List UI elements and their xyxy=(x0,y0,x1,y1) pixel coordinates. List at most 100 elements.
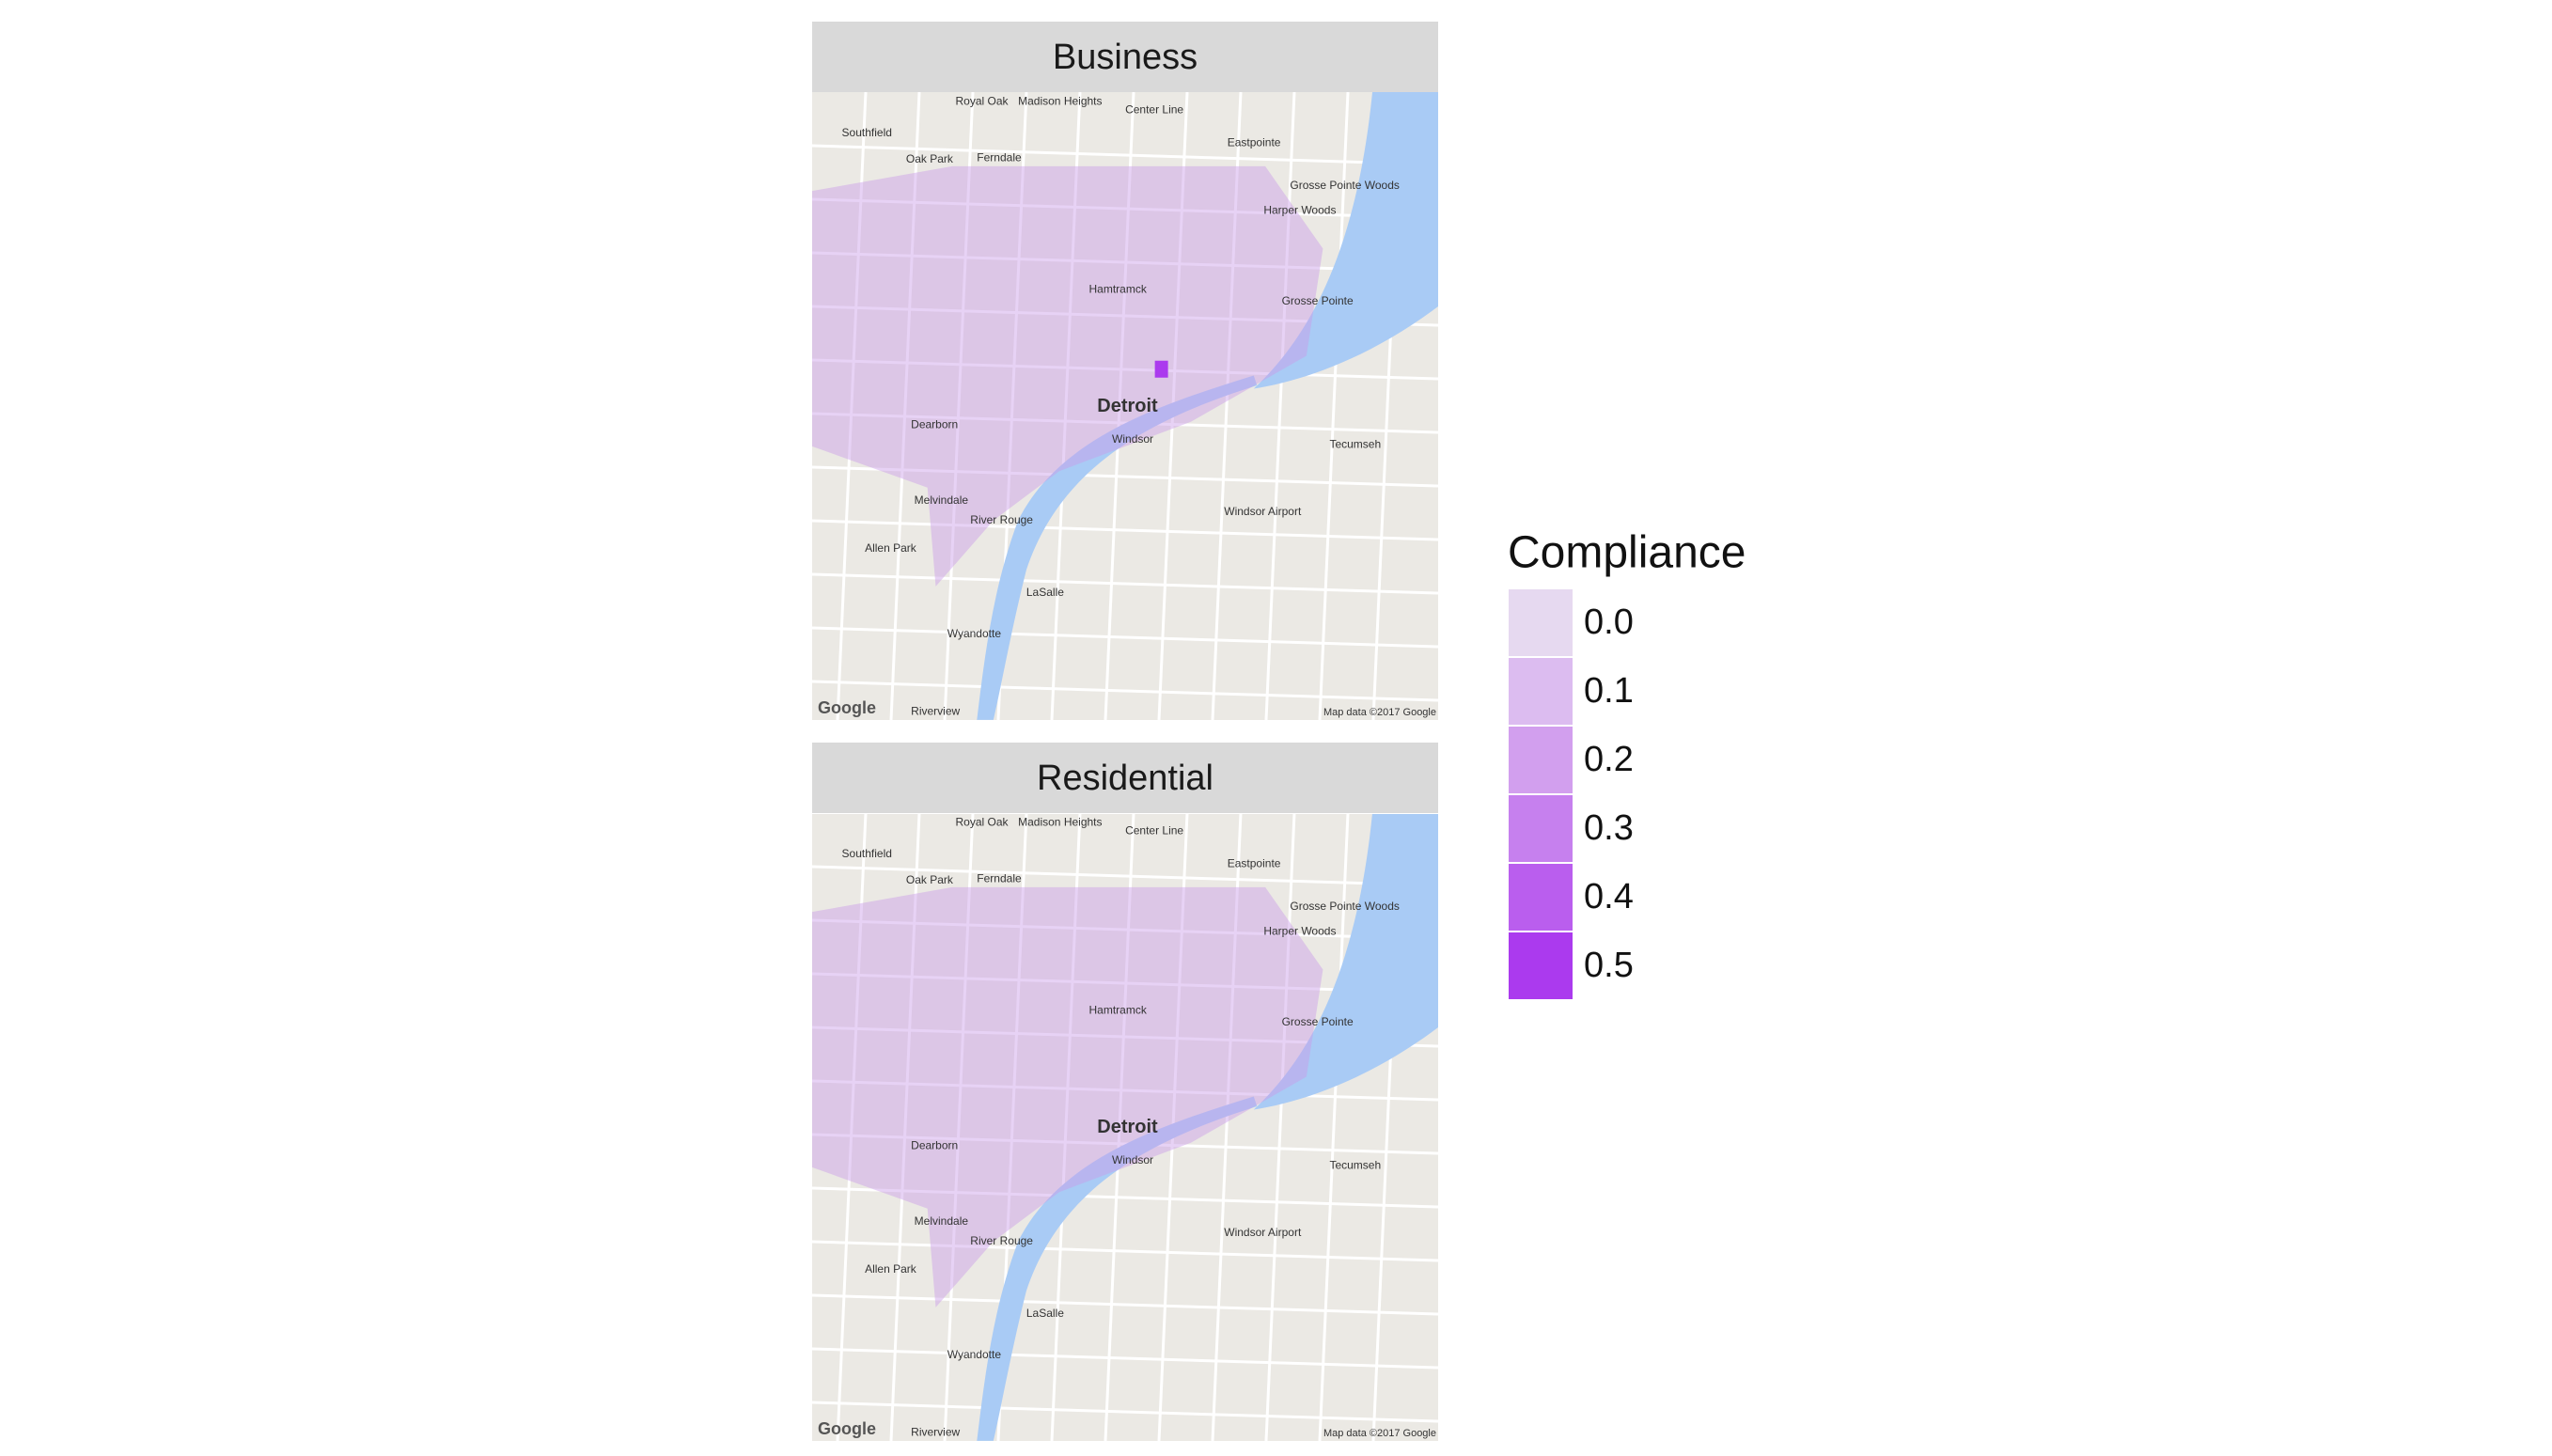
road xyxy=(812,1347,1438,1370)
road xyxy=(1318,92,1350,720)
legend-label: 0.1 xyxy=(1584,671,1634,711)
map-label: Grosse Pointe xyxy=(1282,294,1354,307)
logo: Google xyxy=(818,1419,876,1438)
road xyxy=(943,92,975,720)
road xyxy=(1104,814,1135,1442)
map-label: Southfield xyxy=(842,126,892,139)
road xyxy=(1050,814,1082,1442)
road xyxy=(836,814,868,1442)
map-label: Melvindale xyxy=(915,493,969,507)
road xyxy=(812,680,1438,702)
map-label: Madison Heights xyxy=(1018,816,1102,829)
legend-key xyxy=(1507,931,1574,1001)
map-label: LaSalle xyxy=(1026,586,1064,599)
map-label: Hamtramck xyxy=(1089,283,1148,296)
road xyxy=(812,626,1438,649)
legend-label: 0.3 xyxy=(1584,808,1634,848)
map-label: Grosse Pointe Woods xyxy=(1290,179,1400,192)
panel-title: Residential xyxy=(1037,759,1213,798)
road xyxy=(1211,92,1243,720)
map-label: Detroit xyxy=(1097,1117,1158,1137)
map-label: Windsor Airport xyxy=(1224,1226,1302,1239)
map: Southfield Royal Oak Madison Heights Center… xyxy=(812,814,1438,1442)
map-label: Grosse Pointe xyxy=(1282,1015,1354,1028)
legend-label: 0.4 xyxy=(1584,877,1634,916)
road xyxy=(812,1401,1438,1423)
road xyxy=(1211,814,1243,1442)
legend-key xyxy=(1507,725,1574,795)
road xyxy=(1050,92,1082,720)
map-label: Wyandotte xyxy=(947,627,1002,640)
map-label: Riverview xyxy=(911,704,960,717)
road xyxy=(812,519,1438,541)
strip xyxy=(812,22,1438,92)
map-label: Riverview xyxy=(911,1425,960,1438)
legend-title: Compliance xyxy=(1508,528,1746,578)
road xyxy=(1318,814,1350,1442)
map-label: Eastpointe xyxy=(1228,136,1281,149)
map-label: Ferndale xyxy=(977,150,1022,164)
map-label: Detroit xyxy=(1097,396,1158,416)
road xyxy=(889,92,921,720)
map-label: Center Line xyxy=(1125,102,1183,116)
map-label: Wyandotte xyxy=(947,1348,1002,1361)
road xyxy=(1264,814,1296,1442)
river xyxy=(977,375,1258,720)
legend-label: 0.5 xyxy=(1584,946,1634,985)
map-label: Allen Park xyxy=(865,1262,917,1276)
legend-key xyxy=(1507,862,1574,932)
road xyxy=(812,918,1438,941)
road xyxy=(1264,92,1296,720)
legend-key xyxy=(1507,587,1574,658)
legend-label: 0.2 xyxy=(1584,740,1634,779)
map-label: Tecumseh xyxy=(1329,437,1381,450)
map: Southfield Royal Oak Madison Heights Center… xyxy=(812,92,1438,720)
map-label: Allen Park xyxy=(865,541,917,555)
river xyxy=(977,1096,1258,1441)
high-cell xyxy=(1154,360,1168,378)
map-label: Windsor Airport xyxy=(1224,505,1302,518)
legend-label: 0.0 xyxy=(1584,603,1634,642)
lake xyxy=(1253,814,1438,1110)
map-label: Oak Park xyxy=(906,873,954,886)
map-label: Madison Heights xyxy=(1018,95,1102,108)
map-label: Oak Park xyxy=(906,152,954,165)
legend-key xyxy=(1507,793,1574,864)
map-label: Harper Woods xyxy=(1263,924,1336,937)
panel-title: Business xyxy=(1053,38,1198,77)
attribution: Map data ©2017 Google xyxy=(1323,1428,1436,1439)
map-label: Windsor xyxy=(1112,1153,1153,1166)
road xyxy=(812,1293,1438,1316)
road xyxy=(943,814,975,1442)
legend-key xyxy=(1507,656,1574,727)
map-label: River Rouge xyxy=(970,1234,1033,1247)
map-label: Dearborn xyxy=(911,1138,958,1151)
map-label: Royal Oak xyxy=(956,816,1010,829)
logo: Google xyxy=(818,698,876,717)
city-area xyxy=(812,886,1323,1307)
map-label: LaSalle xyxy=(1026,1307,1064,1320)
road xyxy=(812,197,1438,220)
map-label: Hamtramck xyxy=(1089,1004,1148,1017)
lake xyxy=(1253,92,1438,389)
map-label: Tecumseh xyxy=(1329,1158,1381,1171)
city-area xyxy=(812,165,1323,587)
road xyxy=(812,572,1438,595)
map-label: River Rouge xyxy=(970,513,1033,526)
road xyxy=(889,814,921,1442)
map-label: Melvindale xyxy=(915,1214,969,1228)
map-label: Harper Woods xyxy=(1263,203,1336,216)
road xyxy=(812,465,1438,488)
attribution: Map data ©2017 Google xyxy=(1323,707,1436,718)
map-label: Eastpointe xyxy=(1228,857,1281,870)
road xyxy=(836,92,868,720)
map-label: Ferndale xyxy=(977,871,1022,885)
map-label: Grosse Pointe Woods xyxy=(1290,900,1400,913)
map-label: Center Line xyxy=(1125,823,1183,837)
map-label: Southfield xyxy=(842,847,892,860)
road xyxy=(1104,92,1135,720)
map-label: Dearborn xyxy=(911,417,958,431)
map-label: Royal Oak xyxy=(956,95,1010,108)
